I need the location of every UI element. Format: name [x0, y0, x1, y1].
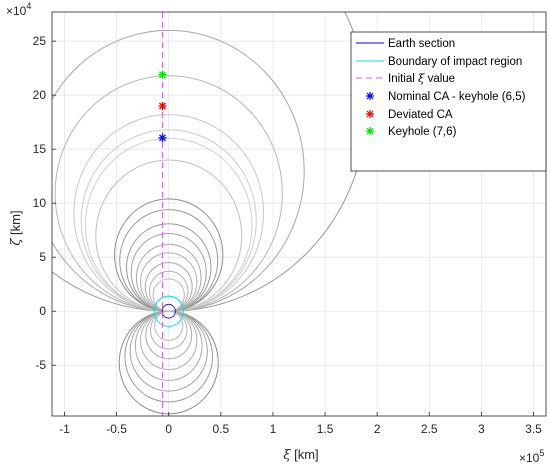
x-tick-label: 3.5 — [525, 422, 542, 436]
legend-initial-symbol: ξ — [418, 71, 425, 85]
y-tick-label: 25 — [33, 34, 47, 48]
x-tick-label: 3 — [478, 422, 485, 436]
x-axis-unit: [km] — [291, 447, 319, 462]
x-tick-label: -0.5 — [106, 422, 127, 436]
y-tick-label: 5 — [39, 250, 46, 264]
data-point — [158, 101, 167, 110]
y-axis-unit: [km] — [8, 210, 23, 238]
impact-region-boundary — [153, 295, 184, 327]
y-tick-label: 10 — [33, 196, 47, 210]
y-exponent: ×104 — [6, 1, 31, 18]
y-tick-label: -5 — [35, 358, 46, 372]
x-exponent-base: ×10 — [519, 451, 540, 465]
axes-box — [51, 11, 547, 417]
data-point-marker — [158, 101, 167, 110]
y-axis-symbol: ζ — [9, 238, 24, 246]
legend: Earth section Boundary of impact region … — [350, 31, 547, 172]
legend-label-keyhole: Keyhole (7,6) — [388, 126, 457, 138]
data-point-marker — [158, 133, 167, 142]
legend-marker-nominal — [366, 92, 374, 100]
x-axis-symbol: ξ — [283, 448, 291, 463]
data-point-marker — [158, 70, 167, 79]
x-tick-label: 1.5 — [317, 422, 334, 436]
legend-initial-suffix: value — [424, 73, 455, 85]
legend-label-impact-boundary: Boundary of impact region — [388, 56, 522, 68]
legend-label-earth-section: Earth section — [388, 38, 455, 50]
x-tick-label: 2.5 — [421, 422, 438, 436]
x-tick-label: 0 — [165, 422, 172, 436]
x-tick-label: 2 — [374, 422, 381, 436]
legend-marker-keyhole — [366, 127, 374, 135]
x-exponent: ×105 — [519, 448, 544, 465]
x-tick-label: 0.5 — [212, 422, 229, 436]
x-axis-label: ξ [km] — [283, 447, 318, 463]
legend-box — [350, 31, 547, 172]
x-tick-label: 1 — [270, 422, 277, 436]
legend-label-initial-xi: Initial ξ value — [388, 71, 455, 85]
x-tick-label: -1 — [59, 422, 70, 436]
y-exponent-power: 4 — [26, 1, 31, 11]
legend-marker-deviated — [366, 110, 374, 118]
y-tick-label: 20 — [33, 88, 47, 102]
data-point — [158, 133, 167, 142]
legend-initial-prefix: Initial — [388, 73, 418, 85]
legend-label-nominal: Nominal CA - keyhole (6,5) — [388, 91, 526, 103]
legend-label-deviated: Deviated CA — [388, 109, 453, 121]
data-point — [158, 70, 167, 79]
y-exponent-base: ×10 — [6, 4, 27, 18]
lower-circle — [154, 310, 184, 341]
y-axis-label: ζ [km] — [8, 210, 24, 245]
x-exponent-power: 5 — [539, 448, 544, 458]
ticks: -1 -0.5 0 0.5 1 1.5 2 2.5 3 3.5 -5 0 5 10 15 20 25 — [33, 34, 543, 436]
y-tick-label: 15 — [33, 142, 47, 156]
y-tick-label: 0 — [39, 304, 46, 318]
earth-section — [161, 303, 176, 319]
